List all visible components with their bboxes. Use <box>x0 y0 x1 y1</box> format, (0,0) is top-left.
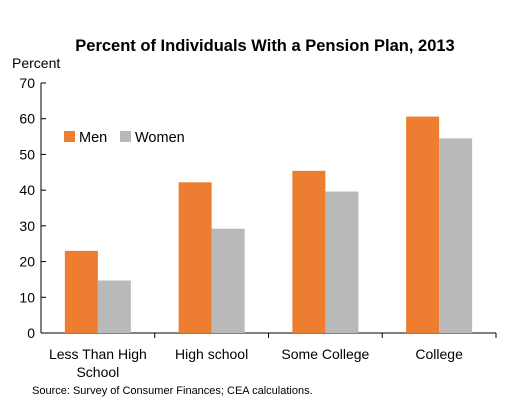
y-tick-label: 10 <box>19 289 35 305</box>
source-note: Source: Survey of Consumer Finances; CEA… <box>32 385 313 397</box>
bar-women-3 <box>325 191 359 333</box>
legend-label-women: Women <box>135 130 185 146</box>
x-tick-label: High school <box>175 346 248 362</box>
legend: Men Women <box>64 130 185 146</box>
y-tick-label: 0 <box>27 325 35 341</box>
x-tick-label: Less Than High School <box>49 346 147 380</box>
legend-label-men: Men <box>79 130 107 146</box>
y-tick-label: 40 <box>19 182 35 198</box>
bar-men-3 <box>292 170 326 333</box>
legend-swatch-men <box>64 131 75 142</box>
bar-women-2 <box>211 228 245 333</box>
bar-men-4 <box>406 116 440 333</box>
bar-women-1 <box>97 280 131 333</box>
y-tick-label: 60 <box>19 111 35 127</box>
bar-men-1 <box>64 250 98 333</box>
chart-title: Percent of Individuals With a Pension Pl… <box>75 37 454 55</box>
bar-women-4 <box>439 138 473 333</box>
plot-area: 0 10 20 30 40 50 60 70 Less Than High School High … <box>19 75 497 380</box>
y-tick-label: 30 <box>19 218 35 234</box>
y-tick-label: 50 <box>19 146 35 162</box>
y-axis-label: Percent <box>12 55 60 71</box>
bar-men-2 <box>178 182 212 333</box>
x-tick-label: Some College <box>281 346 369 362</box>
y-tick-label: 20 <box>19 254 35 270</box>
x-tick-label: College <box>415 346 463 362</box>
y-tick-label: 70 <box>19 75 35 91</box>
legend-swatch-women <box>120 131 131 142</box>
